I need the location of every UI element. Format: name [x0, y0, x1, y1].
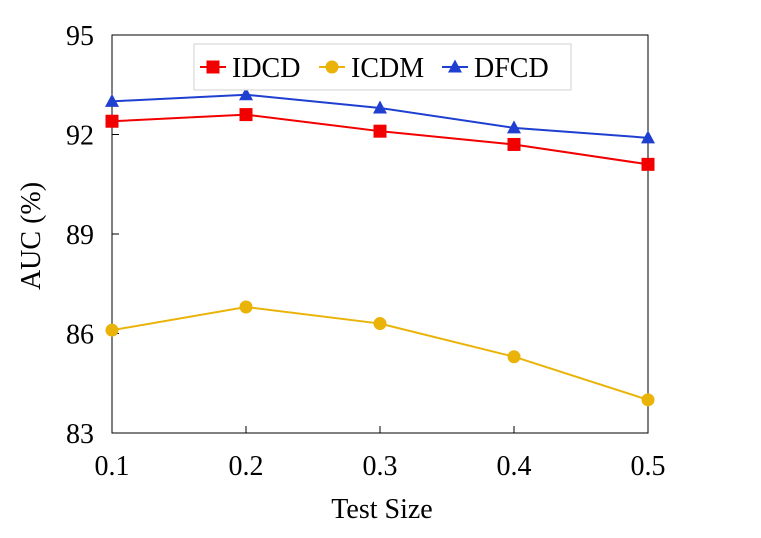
series-icdm [105, 300, 655, 407]
x-tick-label: 0.5 [631, 451, 666, 482]
x-axis-label: Test Size [331, 494, 432, 525]
data-point-dfcd [373, 100, 387, 114]
data-point-idcd [641, 157, 655, 171]
data-point-icdm [641, 393, 655, 407]
legend-box [193, 43, 572, 91]
legend-label-idcd: IDCD [232, 53, 300, 84]
x-tick-label: 0.2 [229, 451, 264, 482]
y-tick-label: 83 [66, 419, 94, 450]
y-tick-label: 89 [66, 220, 94, 251]
x-axis: 0.1 0.2 0.3 0.4 0.5 [95, 426, 666, 482]
data-point-idcd [507, 137, 521, 151]
legend-marker-dfcd [448, 59, 462, 73]
data-point-idcd [239, 108, 253, 122]
y-tick-label: 92 [66, 121, 94, 152]
legend-item-idcd: IDCD [200, 53, 300, 84]
data-point-icdm [239, 300, 253, 314]
series-dfcd [105, 87, 655, 144]
data-point-icdm [105, 323, 119, 337]
data-point-idcd [105, 114, 119, 128]
data-point-dfcd [239, 87, 253, 101]
x-tick-label: 0.4 [497, 451, 532, 482]
legend-label-dfcd: DFCD [474, 53, 549, 84]
y-axis: 83 86 89 92 95 [66, 21, 119, 450]
data-point-dfcd [507, 120, 521, 134]
y-tick-label: 86 [66, 320, 94, 351]
y-tick-label: 95 [66, 21, 94, 52]
data-point-dfcd [641, 130, 655, 144]
legend-marker-idcd [206, 60, 220, 74]
series-layer [105, 87, 655, 407]
data-point-icdm [373, 317, 387, 331]
legend: IDCD ICDM DFCD [193, 43, 572, 91]
data-point-dfcd [105, 93, 119, 107]
legend-item-dfcd: DFCD [442, 53, 549, 84]
x-tick-label: 0.1 [95, 451, 130, 482]
data-point-idcd [373, 124, 387, 138]
legend-item-icdm: ICDM [319, 53, 424, 84]
legend-marker-icdm [325, 60, 339, 74]
data-point-icdm [507, 350, 521, 364]
y-axis-label: AUC (%) [16, 182, 47, 290]
legend-label-icdm: ICDM [351, 53, 424, 84]
series-idcd [105, 108, 655, 171]
x-tick-label: 0.3 [363, 451, 398, 482]
